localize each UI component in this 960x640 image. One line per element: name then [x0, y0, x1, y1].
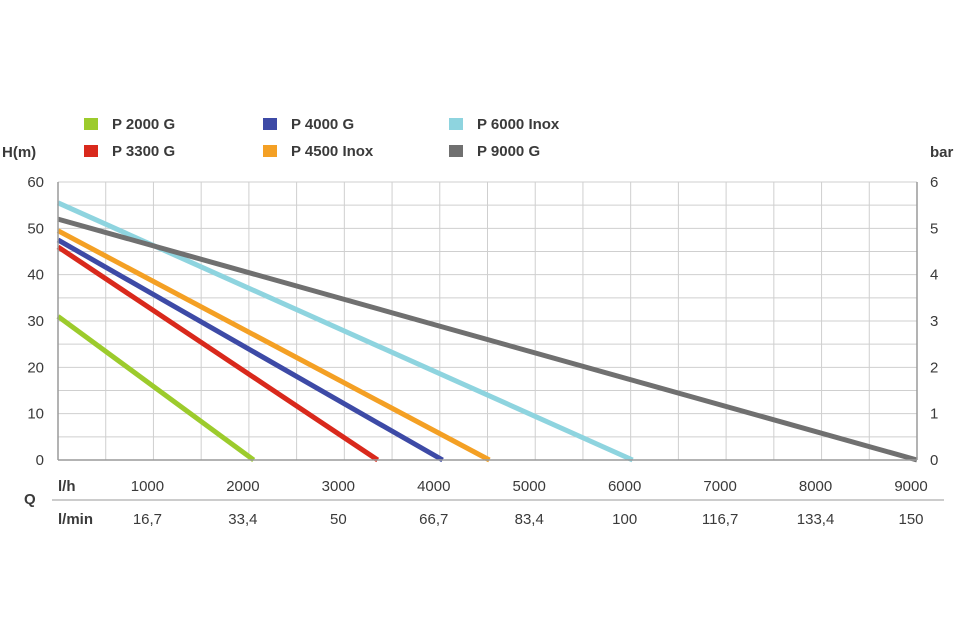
x-tick-lpmin: 150 [898, 511, 923, 528]
series-line [56, 244, 380, 463]
y-tick-left: 60 [27, 174, 44, 191]
legend-label: P 6000 Inox [477, 116, 560, 133]
x-tick-lpmin: 83,4 [515, 511, 544, 528]
x-tick-lph: 9000 [894, 478, 927, 495]
y-tick-right: 2 [930, 359, 938, 376]
series-lines [56, 200, 918, 463]
x-tick-lph: 4000 [417, 478, 450, 495]
y-tick-left: 40 [27, 267, 44, 284]
x-tick-lpmin: 116,7 [702, 511, 738, 528]
y-tick-right: 3 [930, 313, 938, 330]
legend-label: P 9000 G [477, 143, 540, 160]
x-tick-lpmin: 100 [612, 511, 637, 528]
axes: H(m) bar 0 10 20 30 40 50 60 0 1 2 3 4 5 6 l/h Ql/min 1000… [2, 144, 954, 528]
y-tick-right: 4 [930, 267, 938, 284]
x-tick-lpmin: 16,7 [133, 511, 162, 528]
x-tick-lph: 5000 [513, 478, 546, 495]
y-axis-left-label: H(m) [2, 144, 36, 161]
y-tick-right: 0 [930, 452, 938, 469]
x-axis-title: Q [24, 491, 36, 508]
legend-swatch [263, 118, 277, 130]
y-tick-right: 5 [930, 220, 938, 237]
x-tick-lph: 1000 [131, 478, 164, 495]
x-tick-lpmin: 66,7 [419, 511, 448, 528]
y-tick-left: 20 [27, 359, 44, 376]
legend: P 2000 G P 3300 G P 4000 G P 4500 Inox P 600… [84, 116, 560, 160]
y-tick-left: 30 [27, 313, 44, 330]
legend-swatch [84, 145, 98, 157]
y-tick-left: 0 [36, 452, 44, 469]
x-tick-lph: 7000 [703, 478, 736, 495]
y-tick-right: 1 [930, 406, 938, 423]
x-tick-lpmin: 33,4 [228, 511, 257, 528]
y-tick-left: 50 [27, 220, 44, 237]
x-tick-lph: 2000 [226, 478, 259, 495]
series-line [57, 216, 918, 463]
series-line [56, 237, 444, 463]
series-line [56, 228, 491, 463]
legend-label: P 4500 Inox [291, 143, 374, 160]
x-row2-unit: l/min [58, 511, 93, 528]
legend-label: P 3300 G [112, 143, 175, 160]
y-tick-right: 6 [930, 174, 938, 191]
x-tick-lph: 8000 [799, 478, 832, 495]
x-row1-unit: l/h [58, 478, 76, 495]
legend-swatch [449, 145, 463, 157]
x-tick-lpmin: 50 [330, 511, 347, 528]
x-tick-lpmin: 133,4 [797, 511, 835, 528]
legend-swatch [263, 145, 277, 157]
legend-label: P 4000 G [291, 116, 354, 133]
y-tick-left: 10 [27, 406, 44, 423]
grid [57, 181, 918, 461]
legend-swatch [449, 118, 463, 130]
legend-swatch [84, 118, 98, 130]
legend-label: P 2000 G [112, 116, 175, 133]
y-axis-right-label: bar [930, 144, 954, 161]
series-line [56, 314, 256, 463]
x-tick-lph: 3000 [322, 478, 355, 495]
x-tick-lph: 6000 [608, 478, 641, 495]
